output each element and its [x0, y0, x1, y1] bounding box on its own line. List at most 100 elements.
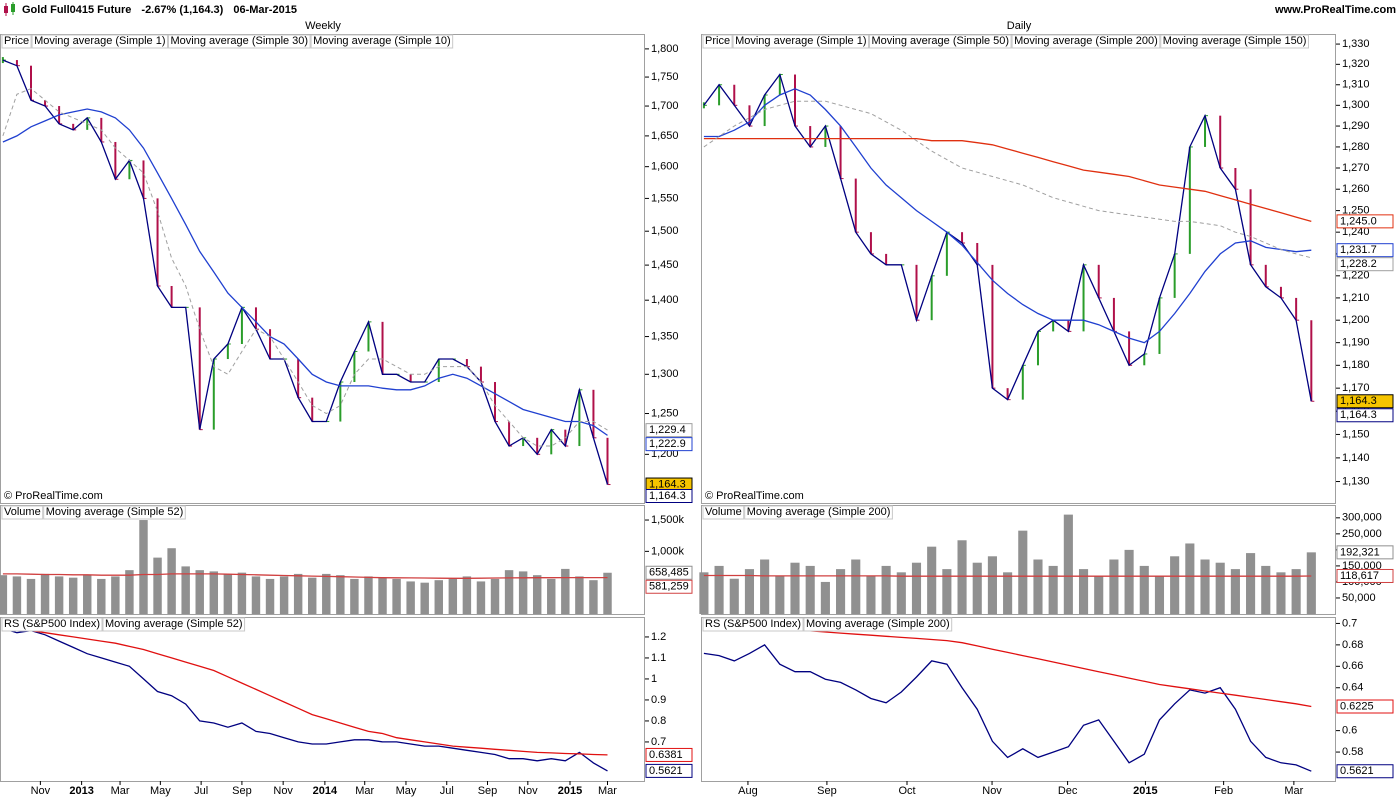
volume-bar: [12, 576, 22, 614]
volume-bar: [1154, 575, 1165, 614]
legend-entry: RS (S&P500 Index): [705, 618, 801, 630]
value-label-box: [645, 565, 693, 580]
x-tick-label: Nov: [31, 785, 51, 797]
y-tick-label: 1,270: [1342, 162, 1370, 174]
value-label-box: [645, 437, 693, 452]
volume-bar: [392, 578, 401, 614]
y-tick-label: 300,000: [1342, 512, 1382, 524]
value-label: 0.5621: [649, 765, 683, 777]
y-tick-label: 1,300: [651, 368, 679, 380]
watermark: © ProRealTime.com: [705, 490, 804, 502]
volume-bar: [265, 578, 275, 614]
y-tick-label: 1,210: [1342, 292, 1370, 304]
volume-bar: [1078, 569, 1089, 614]
value-label-box: [645, 763, 693, 778]
volume-bar: [181, 566, 190, 614]
x-tick-label: Mar: [1284, 785, 1303, 797]
y-tick-label: 0.8: [651, 715, 666, 727]
value-label: 1,231.7: [1340, 244, 1377, 256]
volume-bar: [1033, 559, 1043, 614]
volume-bar: [279, 576, 289, 614]
volume-bar: [308, 577, 317, 614]
y-tick-label: 1,500k: [651, 514, 685, 526]
legend-box: [702, 34, 733, 49]
y-tick-label: 1,220: [1342, 270, 1370, 282]
volume-bar: [1230, 569, 1240, 614]
y-tick-label: 1,700: [651, 100, 679, 112]
y-tick-label: 1,170: [1342, 382, 1370, 394]
x-tick-label: Mar: [355, 785, 374, 797]
volume-bar: [729, 578, 739, 614]
y-tick-label: 1,800: [651, 43, 679, 55]
volume-bar: [153, 557, 162, 614]
legend-box: [1011, 34, 1161, 49]
volume-bar: [699, 572, 709, 614]
symbol: Gold Full0415 Future: [22, 4, 131, 16]
volume-bar: [1291, 569, 1301, 614]
legend-box: [43, 505, 186, 520]
volume-bar: [1261, 565, 1271, 614]
ma-line: [703, 73, 1312, 402]
value-label: 0.5621: [1340, 765, 1374, 777]
volume-bar: [714, 565, 724, 614]
volume-bar: [195, 570, 204, 614]
value-label-box: [645, 489, 693, 503]
y-tick-label: 0.7: [1342, 617, 1357, 629]
y-tick-label: 1,240: [1342, 226, 1370, 238]
y-tick-label: 1,500: [651, 225, 679, 237]
volume-bar: [237, 572, 247, 614]
volume-bar: [942, 569, 952, 614]
x-tick-label: Aug: [738, 785, 758, 797]
panel-frame: [701, 617, 1336, 782]
value-label: 1,164.3: [1340, 409, 1377, 421]
volume-bar: [406, 581, 415, 614]
y-tick-label: 50,000: [1342, 592, 1376, 604]
volume-bar: [125, 570, 134, 614]
legend-entry: Moving average (Simple 150): [1163, 35, 1307, 47]
y-tick-label: 0.66: [1342, 660, 1363, 672]
legend-entry: Volume: [4, 506, 41, 518]
volume-bar: [851, 559, 861, 614]
volume-bar: [83, 575, 92, 614]
volume-bar: [223, 573, 233, 614]
x-tick-label: Jul: [440, 785, 454, 797]
panel-frame: [701, 34, 1336, 504]
x-tick-label: Jul: [194, 785, 208, 797]
x-tick-label: Nov: [982, 785, 1002, 797]
volume-bar: [1215, 562, 1225, 614]
x-tick-label: May: [150, 785, 171, 797]
volume-bar: [476, 581, 486, 614]
date: 06-Mar-2015: [233, 4, 297, 16]
ma-line: [703, 137, 1312, 223]
legend-box: [310, 34, 454, 49]
volume-bar: [490, 578, 500, 614]
volume-bar: [68, 577, 78, 614]
volume-bar: [293, 573, 303, 614]
chart-title: Weekly: [305, 20, 341, 32]
value-label-box: [1336, 214, 1394, 229]
x-tick-label: Mar: [111, 785, 130, 797]
volume-bar: [1139, 565, 1149, 614]
ma-line: [2, 627, 608, 772]
volume-bar: [26, 578, 36, 614]
legend-box: [744, 505, 893, 520]
volume-bar: [927, 546, 937, 614]
volume-bar: [775, 575, 785, 614]
value-label-box: [1336, 545, 1394, 560]
volume-bar: [1276, 572, 1286, 614]
value-label: 1,245.0: [1340, 215, 1377, 227]
value-label-box: [1336, 257, 1394, 272]
y-tick-label: 1,150: [1342, 428, 1370, 440]
volume-bar: [1185, 543, 1195, 614]
site: www.ProRealTime.com: [1274, 4, 1396, 16]
x-tick-label: 2014: [313, 785, 338, 797]
watermark: © ProRealTime.com: [4, 490, 103, 502]
volume-bar: [957, 540, 967, 614]
y-tick-label: 1,250: [651, 407, 679, 419]
legend-entry: Price: [705, 35, 730, 47]
volume-bar: [139, 520, 148, 614]
volume-bar: [744, 569, 755, 614]
legend-box: [702, 617, 804, 632]
y-tick-label: 1,650: [651, 130, 679, 142]
volume-bar: [603, 572, 612, 614]
